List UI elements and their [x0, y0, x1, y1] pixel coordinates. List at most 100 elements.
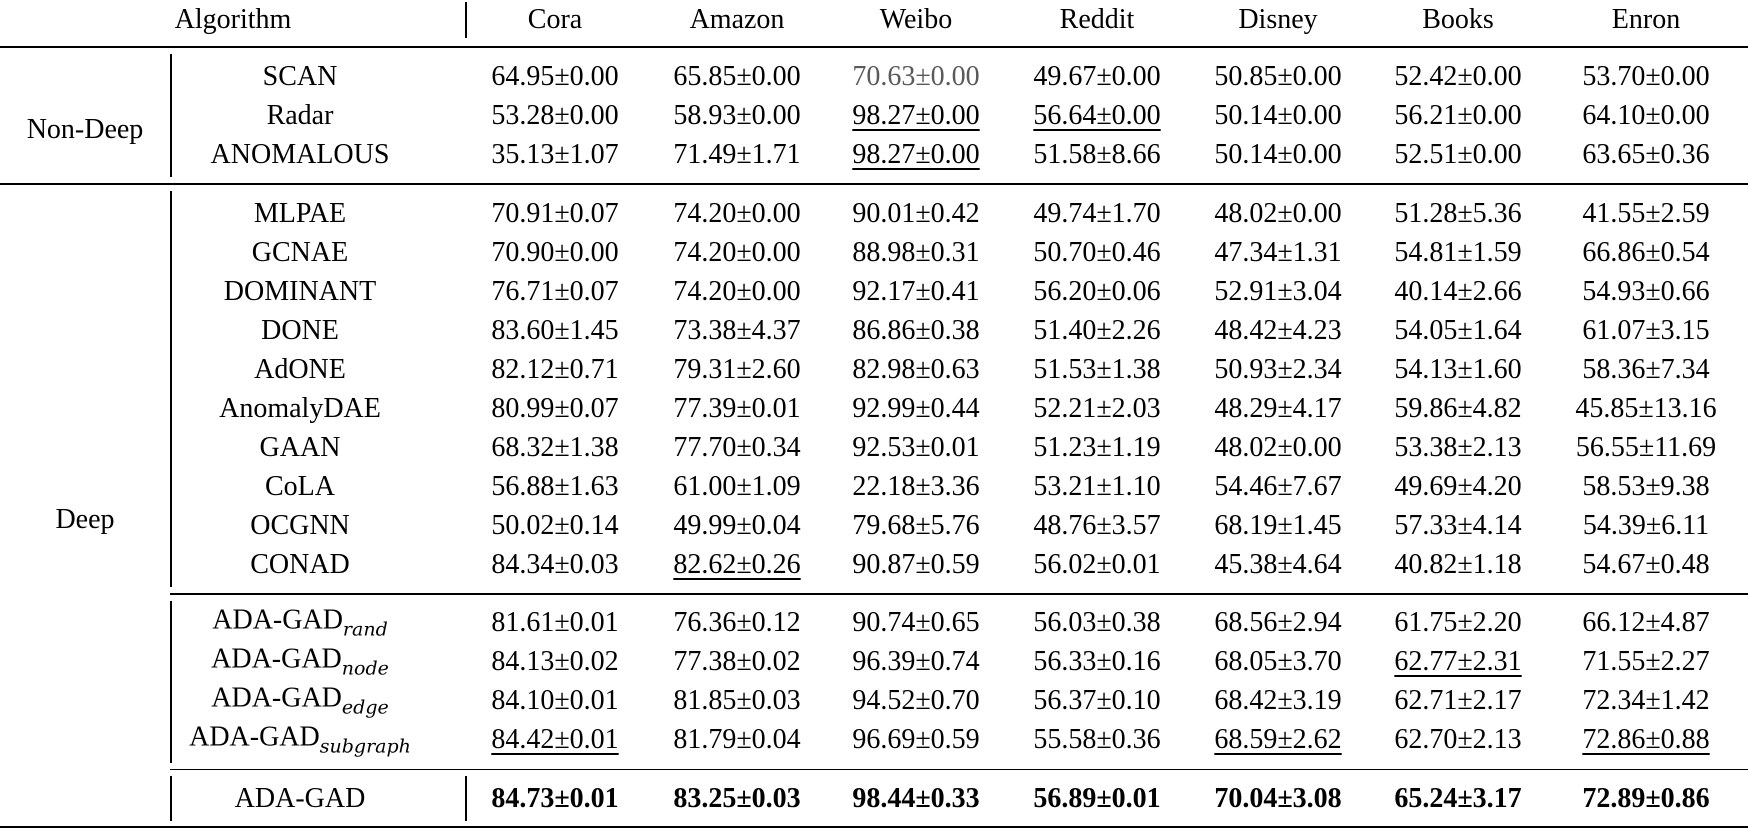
algorithm-name: Radar	[266, 99, 334, 131]
algorithm-name-text: ADA-GAD	[211, 643, 342, 675]
algorithm-name-text: ADA-GAD	[189, 721, 320, 753]
score-cell: 61.00±1.09	[673, 470, 801, 502]
score-cell: 49.74±1.70	[1033, 197, 1161, 229]
header-cell: Algorithm	[174, 4, 292, 35]
algorithm-name-text: AnomalyDAE	[219, 392, 381, 424]
score-cell: 66.12±4.87	[1582, 607, 1710, 638]
score-cell: 90.74±0.65	[852, 607, 980, 638]
score-cell: 68.56±2.94	[1214, 607, 1342, 638]
score-cell: 49.99±0.04	[673, 509, 801, 541]
score-cell: 90.01±0.42	[852, 197, 980, 229]
algorithm-name-text: CONAD	[250, 548, 350, 580]
score-cell: 49.67±0.00	[1033, 60, 1161, 92]
score-cell: 56.55±11.69	[1575, 431, 1717, 463]
algorithm-name: ADA-GAD	[234, 782, 366, 814]
algorithm-name-text: Radar	[266, 99, 334, 131]
algorithm-name-text: ANOMALOUS	[210, 138, 390, 170]
score-cell: 79.68±5.76	[852, 509, 980, 541]
algorithm-subscript: edge	[341, 696, 389, 719]
column-rule	[465, 776, 467, 821]
score-cell: 71.55±2.27	[1582, 646, 1710, 677]
score-cell: 58.36±7.34	[1582, 353, 1710, 385]
score-cell: 51.23±1.19	[1033, 431, 1161, 463]
algorithm-name: GCNAE	[251, 236, 349, 268]
score-cell: 50.93±2.34	[1214, 353, 1342, 385]
algorithm-name-text: CoLA	[265, 470, 335, 502]
score-cell: 72.89±0.86	[1582, 782, 1710, 814]
score-cell: 98.27±0.00	[852, 99, 980, 131]
bottom-rule	[0, 826, 1748, 828]
score-cell: 86.86±0.38	[852, 314, 980, 346]
group-rule	[170, 600, 172, 763]
score-cell: 77.38±0.02	[673, 646, 801, 677]
score-cell: 62.70±2.13	[1394, 724, 1522, 755]
score-cell: 53.70±0.00	[1582, 60, 1710, 92]
score-cell: 94.52±0.70	[852, 685, 980, 716]
score-cell: 40.14±2.66	[1394, 275, 1522, 307]
score-cell: 77.70±0.34	[673, 431, 801, 463]
score-cell: 68.59±2.62	[1214, 724, 1342, 755]
score-cell: 82.98±0.63	[852, 353, 980, 385]
score-cell: 84.10±0.01	[491, 685, 619, 716]
algorithm-name: GAAN	[260, 433, 341, 462]
score-cell: 62.71±2.17	[1394, 685, 1522, 716]
score-cell: 50.02±0.14	[491, 509, 619, 541]
score-cell: 70.91±0.07	[491, 197, 619, 229]
score-cell: 56.37±0.10	[1033, 685, 1161, 716]
score-cell: 83.60±1.45	[491, 314, 619, 346]
score-cell: 55.58±0.36	[1033, 724, 1161, 755]
score-cell: 48.02±0.00	[1214, 431, 1342, 463]
score-cell: 76.36±0.12	[673, 607, 801, 638]
score-cell: 51.53±1.38	[1033, 353, 1161, 385]
top-rule	[0, 46, 1748, 48]
algorithm-subscript: rand	[342, 618, 388, 641]
score-cell: 82.62±0.26	[673, 548, 801, 580]
score-cell: 52.42±0.00	[1394, 60, 1522, 92]
score-cell: 79.31±2.60	[673, 353, 801, 385]
algorithm-name: ADA-GADrand	[212, 604, 388, 641]
score-cell: 70.90±0.00	[491, 236, 619, 268]
score-cell: 56.02±0.01	[1033, 548, 1161, 580]
block-rule	[170, 593, 1748, 595]
score-cell: 50.14±0.00	[1214, 138, 1342, 170]
score-cell: 64.95±0.00	[491, 60, 619, 92]
algorithm-name-text: ADA-GAD	[212, 604, 343, 636]
score-cell: 59.86±4.82	[1394, 392, 1522, 424]
score-cell: 65.85±0.00	[673, 60, 801, 92]
algorithm-name: ADA-GADedge	[211, 682, 389, 719]
score-cell: 98.27±0.00	[852, 138, 980, 170]
algorithm-name-text: GCNAE	[251, 236, 349, 268]
algorithm-name: SCAN	[263, 62, 338, 91]
header-cell: Books	[1422, 4, 1494, 35]
group-separator	[0, 183, 1748, 185]
score-cell: 68.32±1.38	[491, 431, 619, 463]
score-cell: 35.13±1.07	[491, 138, 619, 170]
score-cell: 51.28±5.36	[1394, 197, 1522, 229]
score-cell: 56.21±0.00	[1394, 99, 1522, 131]
score-cell: 50.85±0.00	[1214, 60, 1342, 92]
algorithm-name-text: ADA-GAD	[234, 782, 366, 814]
score-cell: 58.93±0.00	[673, 99, 801, 131]
score-cell: 74.20±0.00	[673, 197, 801, 229]
algorithm-name-text: ADA-GAD	[211, 682, 342, 714]
score-cell: 74.20±0.00	[673, 275, 801, 307]
score-cell: 49.69±4.20	[1394, 470, 1522, 502]
header-cell: Cora	[527, 4, 583, 35]
score-cell: 88.98±0.31	[852, 236, 980, 268]
score-cell: 84.42±0.01	[491, 724, 619, 755]
score-cell: 51.58±8.66	[1033, 138, 1161, 170]
score-cell: 63.65±0.36	[1582, 138, 1710, 170]
algorithm-subscript: node	[341, 657, 389, 680]
score-cell: 68.19±1.45	[1214, 509, 1342, 541]
algorithm-name-text: AdONE	[254, 353, 346, 385]
score-cell: 54.81±1.59	[1394, 236, 1522, 268]
score-cell: 45.85±13.16	[1575, 392, 1717, 424]
score-cell: 98.44±0.33	[852, 782, 980, 814]
score-cell: 56.03±0.38	[1033, 607, 1161, 638]
score-cell: 48.02±0.00	[1214, 197, 1342, 229]
score-cell: 68.42±3.19	[1214, 685, 1342, 716]
score-cell: 53.28±0.00	[491, 99, 619, 131]
score-cell: 74.20±0.00	[673, 236, 801, 268]
algorithm-name: ANOMALOUS	[210, 138, 390, 170]
